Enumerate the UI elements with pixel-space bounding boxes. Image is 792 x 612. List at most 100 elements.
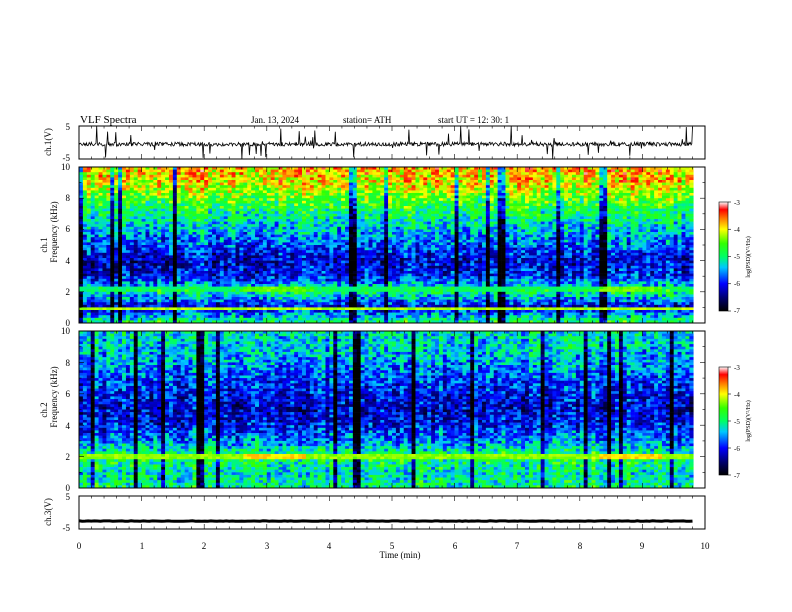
spectrogram-cell: [376, 265, 381, 269]
spectrogram-cell: [114, 252, 119, 256]
spectrogram-cell: [94, 260, 99, 264]
spectrogram-cell: [153, 294, 158, 298]
spectrogram-cell: [168, 317, 174, 321]
spectrogram-cell: [266, 271, 272, 274]
spectrogram-cell: [239, 268, 244, 272]
spectrogram-cell: [106, 198, 111, 202]
spectrogram-cell: [176, 302, 182, 306]
spectrogram-cell: [114, 182, 119, 186]
spectrogram-cell: [90, 216, 95, 220]
spectrogram-cell: [325, 198, 330, 202]
spectrogram-cell: [313, 245, 318, 248]
spectrogram-cell: [129, 294, 135, 298]
spectrogram-cell: [360, 237, 365, 241]
spectrogram-cell: [243, 226, 248, 230]
spectrogram-cell: [118, 221, 123, 225]
spectrogram-cell: [325, 219, 330, 222]
spectrogram-cell: [286, 234, 291, 238]
spectrogram-cell: [294, 271, 299, 274]
spectrogram-cell: [337, 289, 342, 293]
spectrogram-cell: [204, 278, 209, 282]
spectrogram-cell: [200, 198, 205, 202]
spectrogram-cell: [223, 284, 228, 287]
spectrogram-cell: [106, 302, 111, 306]
spectrogram-cell: [94, 281, 99, 285]
spectrogram-cell: [231, 211, 236, 215]
spectrogram-cell: [212, 213, 217, 217]
spectrogram-cell: [114, 221, 119, 225]
spectrogram-cell: [356, 299, 361, 303]
spectrogram-cell: [290, 252, 295, 256]
spectrogram-cell: [329, 232, 334, 235]
spectrogram-cell: [133, 226, 138, 230]
spectrogram-cell: [278, 237, 283, 241]
spectrogram-cell: [106, 307, 111, 311]
spectrogram-cell: [302, 317, 307, 321]
spectrogram-cell: [215, 284, 221, 287]
spectrogram-cell: [356, 302, 361, 306]
spectrogram-cell: [94, 237, 99, 241]
spectrogram-cell: [262, 242, 268, 246]
spectrogram-cell: [161, 310, 166, 313]
spectrogram-cell: [270, 284, 275, 287]
spectrogram-cell: [165, 252, 170, 256]
spectrogram-cell: [290, 304, 295, 308]
spectrogram-cell: [94, 258, 99, 261]
spectrogram-cell: [302, 268, 307, 272]
spectrogram-cell: [380, 297, 385, 300]
spectrogram-cell: [192, 252, 197, 256]
spectrogram-cell: [317, 242, 322, 246]
spectrogram-cell: [392, 250, 397, 254]
spectrogram-cell: [180, 180, 185, 183]
spectrogram-cell: [270, 263, 275, 267]
spectrogram-cell: [384, 307, 389, 311]
spectrogram-cell: [270, 302, 275, 306]
spectrogram-cell: [82, 234, 88, 238]
spectrogram-cell: [364, 174, 369, 178]
spectrogram-cell: [122, 291, 127, 295]
spectrogram-cell: [384, 302, 389, 306]
spectrogram-cell: [352, 297, 358, 300]
spectrogram-cell: [384, 265, 389, 269]
spectrogram-cell: [274, 317, 279, 321]
spectrogram-cell: [161, 297, 166, 300]
spectrogram-cell: [180, 185, 185, 189]
spectrogram-cell: [145, 198, 150, 202]
spectrogram-cell: [235, 307, 240, 311]
spectrogram-cell: [172, 260, 178, 264]
spectrogram-cell: [368, 284, 373, 287]
spectrogram-cell: [90, 180, 95, 183]
spectrogram-cell: [79, 278, 84, 282]
spectrogram-cell: [192, 224, 197, 228]
spectrogram-cell: [86, 216, 92, 220]
spectrogram-cell: [364, 211, 369, 215]
spectrogram-cell: [86, 307, 92, 311]
spectrogram-cell: [82, 312, 88, 316]
spectrogram-cell: [176, 208, 182, 212]
spectrogram-cell: [125, 263, 131, 267]
spectrogram-cell: [384, 221, 389, 225]
spectrogram-cell: [356, 216, 361, 220]
spectrogram-cell: [157, 195, 162, 199]
spectrogram-cell: [360, 317, 365, 321]
spectrogram-cell: [168, 294, 174, 298]
spectrogram-cell: [372, 258, 377, 261]
spectrogram-cell: [145, 232, 150, 235]
spectrogram-cell: [165, 310, 170, 313]
spectrogram-cell: [106, 276, 111, 280]
spectrogram-cell: [231, 167, 236, 170]
spectrogram-cell: [258, 229, 264, 233]
spectrogram-cell: [79, 200, 84, 204]
spectrogram-cell: [141, 226, 146, 230]
spectrogram-cell: [200, 195, 205, 199]
spectrogram-cell: [122, 263, 127, 267]
spectrogram-cell: [196, 190, 201, 194]
spectrogram-cell: [247, 167, 252, 170]
spectrogram-cell: [204, 216, 209, 220]
spectrogram-cell: [168, 310, 174, 313]
spectrogram-cell: [368, 232, 373, 235]
spectrogram-cell: [129, 182, 135, 186]
spectrogram-cell: [110, 297, 115, 300]
spectrogram-cell: [208, 302, 213, 306]
spectrogram-cell: [305, 320, 311, 323]
